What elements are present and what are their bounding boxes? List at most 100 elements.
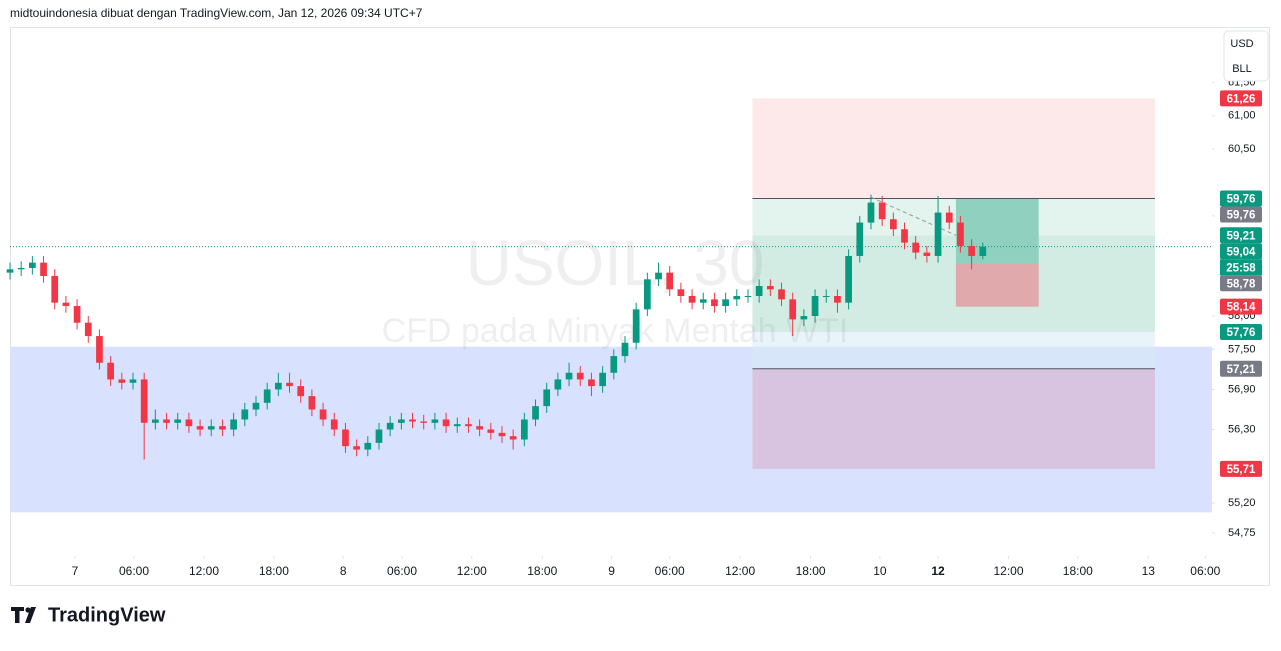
price-label: 58,14 bbox=[1227, 302, 1256, 314]
candle-body bbox=[230, 419, 237, 430]
candle-body bbox=[319, 409, 327, 420]
candle-body bbox=[96, 336, 103, 363]
candle-body bbox=[576, 372, 584, 380]
y-tick-label: 55,20 bbox=[1228, 497, 1256, 509]
price-label-bg bbox=[1220, 90, 1262, 107]
price-label: 61,26 bbox=[1227, 93, 1256, 105]
candle-body bbox=[308, 396, 316, 410]
candle-body bbox=[957, 222, 964, 246]
candle-body bbox=[107, 362, 114, 380]
candle-body bbox=[297, 386, 305, 397]
candle-body bbox=[878, 202, 886, 220]
candle-body bbox=[856, 222, 864, 256]
candle-body bbox=[934, 212, 942, 256]
candle-body bbox=[599, 372, 606, 387]
x-tick-label: 7 bbox=[72, 564, 79, 578]
y-tick-label: 56,90 bbox=[1228, 383, 1256, 395]
currency-label: USD bbox=[1230, 38, 1253, 50]
candle-body bbox=[263, 389, 271, 403]
price-label: 58,78 bbox=[1227, 278, 1256, 290]
candle-body bbox=[532, 406, 539, 420]
candle-body bbox=[453, 424, 461, 427]
candle-body bbox=[129, 379, 137, 383]
candle-body bbox=[822, 296, 830, 298]
candle-body bbox=[431, 419, 439, 423]
zone bbox=[752, 332, 1155, 369]
price-label-bg bbox=[1220, 227, 1262, 244]
candle-body bbox=[755, 285, 763, 297]
price-label-bg bbox=[1220, 190, 1262, 207]
x-tick-label: 8 bbox=[340, 564, 347, 578]
price-label-bg bbox=[1220, 275, 1262, 292]
candle-body bbox=[688, 296, 696, 303]
y-tick-label: 56,30 bbox=[1228, 423, 1256, 435]
price-label-bg bbox=[1220, 460, 1262, 477]
countdown-bg bbox=[1220, 259, 1262, 276]
candle-body bbox=[442, 419, 450, 427]
currency-label: BLL bbox=[1232, 63, 1252, 75]
logo-text: TradingView bbox=[48, 604, 166, 626]
candle-body bbox=[353, 446, 360, 450]
y-tick-label: 54,75 bbox=[1228, 527, 1256, 539]
x-tick-label: 12:00 bbox=[725, 564, 755, 578]
price-label: 59,76 bbox=[1227, 194, 1256, 206]
candle-body bbox=[140, 379, 148, 423]
candle-body bbox=[588, 379, 595, 387]
candle-body bbox=[945, 212, 953, 223]
candle-body bbox=[330, 419, 338, 430]
price-label: 59,21 bbox=[1227, 230, 1256, 242]
x-tick-label: 9 bbox=[608, 564, 615, 578]
watermark: CFD pada Minyak Mentah WTI bbox=[382, 312, 849, 350]
price-label-bg bbox=[1220, 298, 1262, 315]
candle-body bbox=[286, 382, 293, 387]
price-label-bg bbox=[1220, 360, 1262, 377]
candle-body bbox=[509, 436, 517, 440]
candle-body bbox=[901, 229, 908, 243]
candle-body bbox=[73, 306, 81, 323]
x-tick-label: 12:00 bbox=[993, 564, 1023, 578]
candle-body bbox=[912, 242, 920, 253]
candle-body bbox=[29, 262, 36, 268]
x-tick-label: 06:00 bbox=[1190, 564, 1220, 578]
price-label-bg bbox=[1220, 243, 1262, 260]
candle-body bbox=[766, 285, 774, 290]
currency-box bbox=[1223, 30, 1269, 82]
x-tick-label: 12 bbox=[931, 564, 945, 578]
price-label-bg bbox=[1220, 324, 1262, 341]
candle-body bbox=[520, 419, 528, 440]
candle-body bbox=[811, 296, 819, 317]
header: midtouindonesia dibuat dengan TradingVie… bbox=[10, 6, 423, 20]
candle-body bbox=[386, 422, 394, 430]
candle-body bbox=[163, 419, 170, 423]
x-tick-label: 10 bbox=[873, 564, 887, 578]
candle-body bbox=[465, 424, 472, 427]
x-tick-label: 06:00 bbox=[119, 564, 149, 578]
candle-body bbox=[196, 426, 204, 430]
candle-body bbox=[968, 245, 975, 256]
candle-body bbox=[677, 289, 685, 297]
candle-body bbox=[845, 255, 852, 303]
x-tick-label: 18:00 bbox=[796, 564, 826, 578]
candle-body bbox=[207, 426, 215, 430]
y-tick-label: 61,00 bbox=[1228, 110, 1256, 122]
candle-body bbox=[118, 379, 126, 383]
candle-body bbox=[420, 421, 428, 423]
candle-body bbox=[219, 426, 226, 430]
candle-body bbox=[84, 322, 92, 337]
price-label: 59,04 bbox=[1227, 246, 1256, 258]
candle-body bbox=[174, 419, 182, 423]
candle-body bbox=[699, 299, 707, 303]
candle-body bbox=[632, 309, 640, 343]
candle-body bbox=[923, 252, 931, 256]
x-tick-label: 18:00 bbox=[527, 564, 557, 578]
candle-body bbox=[375, 429, 383, 443]
candle-body bbox=[498, 432, 506, 437]
x-tick-label: 12:00 bbox=[189, 564, 219, 578]
candle-body bbox=[778, 289, 785, 300]
candle-body bbox=[655, 272, 662, 280]
candle-body bbox=[241, 409, 249, 420]
y-tick-label: 57,50 bbox=[1228, 343, 1256, 355]
